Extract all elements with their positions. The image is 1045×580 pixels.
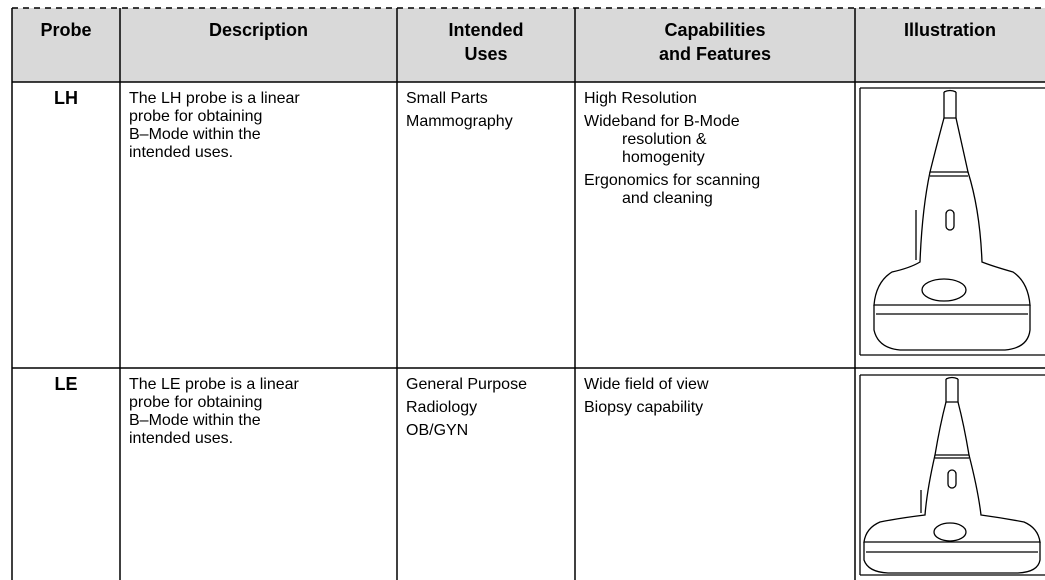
text-line: resolution & (622, 131, 707, 148)
header-cell: Probe (12, 8, 120, 82)
text-line: High Resolution (584, 90, 697, 107)
header-cell: Capabilities and Features (575, 8, 855, 82)
header-text: Uses (464, 44, 508, 64)
capabilities: Wide field of view Biopsy capability (584, 376, 709, 422)
text-line: General Purpose (406, 376, 527, 393)
probe-illustration-lh (859, 87, 1045, 356)
text-line: probe for obtaining (129, 108, 263, 125)
text-line: Radiology (406, 399, 478, 416)
header-band (12, 8, 1045, 82)
header-text: Illustration (903, 20, 996, 40)
header-text: and Features (658, 44, 772, 64)
text-line: probe for obtaining (129, 394, 263, 411)
header-text: Probe (40, 20, 92, 40)
header-text: Capabilities (664, 20, 766, 40)
header-text: Intended (448, 20, 524, 40)
probe-name: LE (54, 374, 78, 394)
text-line: homogenity (622, 149, 705, 166)
probe-illustration-le (859, 374, 1045, 576)
header-text: Description (208, 20, 309, 40)
intended-uses: Small Parts Mammography (406, 90, 513, 136)
text-line: intended uses. (129, 430, 234, 447)
text-line: Mammography (406, 113, 513, 130)
capabilities: High Resolution Wideband for B-Mode resol… (584, 90, 760, 213)
text-line: and cleaning (622, 190, 713, 207)
header-cell: Illustration (855, 8, 1045, 82)
text-line: Wideband for B-Mode (584, 113, 740, 130)
text-line: Small Parts (406, 90, 488, 107)
text-line: B–Mode within the (129, 126, 261, 143)
text-line: Wide field of view (584, 376, 709, 393)
text-line: intended uses. (129, 144, 234, 161)
text-line: The LE probe is a linear (129, 376, 299, 393)
text-line: B–Mode within the (129, 412, 261, 429)
text-line: The LH probe is a linear (129, 90, 300, 107)
text-line: Biopsy capability (584, 399, 704, 416)
intended-uses: General Purpose Radiology OB/GYN (406, 376, 527, 445)
probe-name: LH (54, 88, 78, 108)
description: The LH probe is a linear probe for obtai… (129, 90, 300, 162)
text-line: OB/GYN (406, 422, 469, 439)
header-cell: Intended Uses (397, 8, 575, 82)
description: The LE probe is a linear probe for obtai… (129, 376, 299, 448)
text-line: Ergonomics for scanning (584, 172, 761, 189)
header-cell: Description (120, 8, 397, 82)
